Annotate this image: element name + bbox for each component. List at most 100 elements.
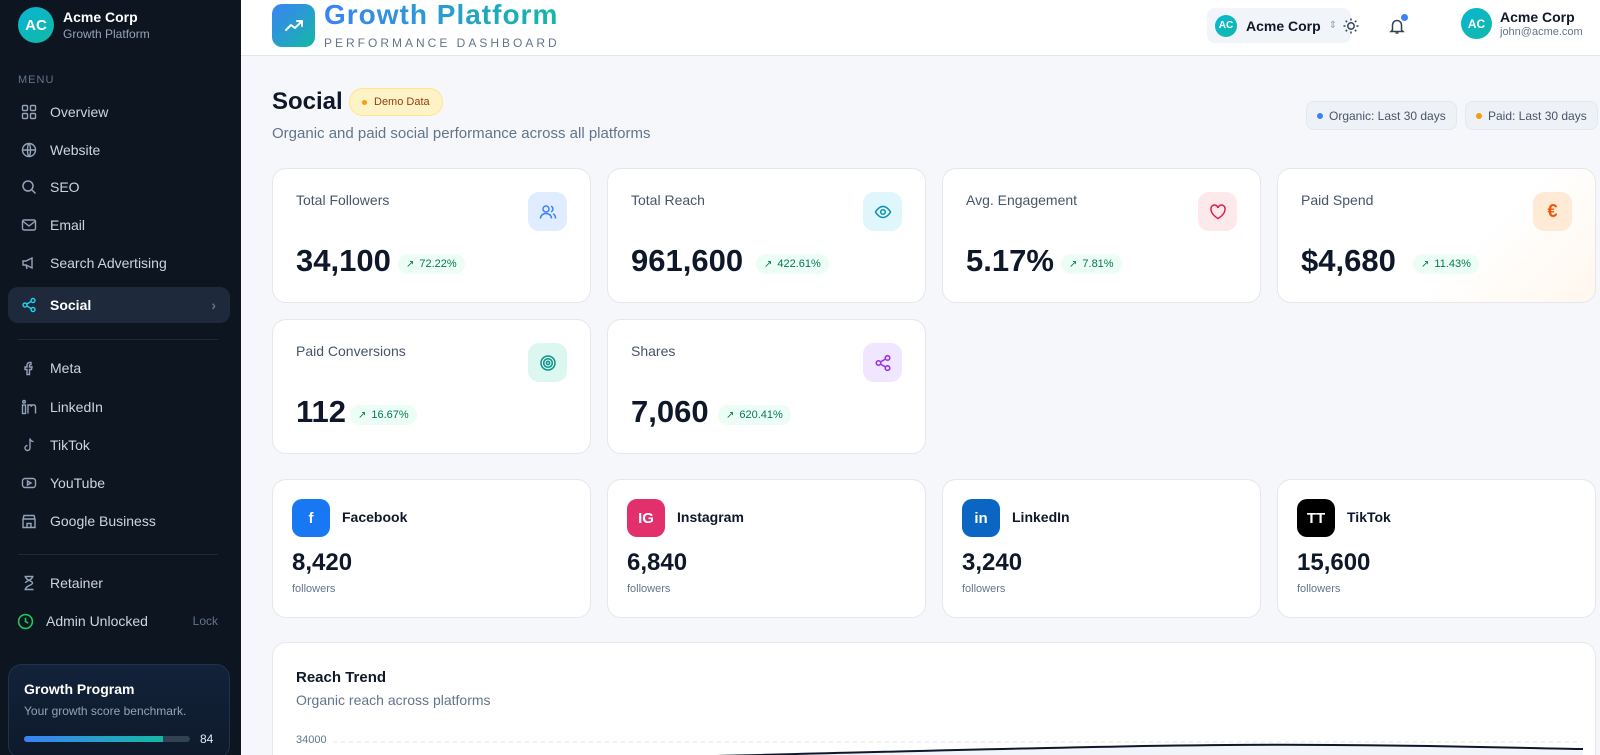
platform-unit: followers (962, 583, 1006, 595)
kpi-label: Shares (631, 343, 676, 359)
sidebar-item-google-business[interactable]: Google Business (8, 503, 230, 539)
tiktok-icon (20, 436, 38, 454)
hourglass-icon (20, 574, 38, 592)
growth-progress-bar (24, 736, 190, 742)
growth-program-card[interactable]: Growth Program Your growth score benchma… (8, 664, 230, 755)
sidebar-brand[interactable]: AC Acme Corp Growth Platform (0, 0, 241, 50)
kpi-delta: ↗ 620.41% (718, 405, 791, 425)
platform-card-facebook[interactable]: f Facebook 8,420 followers (272, 479, 591, 618)
organic-dot (1317, 112, 1323, 119)
paid-range-label: Paid: Last 30 days (1488, 108, 1587, 123)
kpi-value: 34,100 (296, 243, 391, 278)
kpi-label: Avg. Engagement (966, 192, 1078, 208)
platform-name: Instagram (677, 509, 744, 525)
mail-icon (20, 216, 38, 234)
trend-up-icon: ↗ (726, 409, 735, 421)
app-logo[interactable] (272, 4, 315, 47)
sidebar-divider (18, 554, 218, 555)
target-icon (528, 343, 567, 382)
kpi-delta-value: 16.67% (371, 409, 409, 421)
sidebar-item-linkedin[interactable]: LinkedIn (8, 389, 230, 425)
notification-dot (1401, 14, 1408, 21)
kpi-value: 5.17% (966, 243, 1054, 278)
sidebar-item-social[interactable]: Social › (8, 287, 230, 323)
paid-dot (1476, 112, 1482, 119)
linkedin-icon (20, 398, 38, 416)
kpi-delta-value: 620.41% (739, 409, 783, 421)
sidebar-item-website[interactable]: Website (8, 132, 230, 168)
kpi-label: Paid Spend (1301, 192, 1374, 208)
sidebar-item-search-advertising[interactable]: Search Advertising (8, 245, 230, 281)
trend-area (756, 744, 1583, 755)
sidebar-item-meta[interactable]: Meta (8, 350, 230, 386)
user-menu[interactable]: AC Acme Corp john@acme.com (1461, 8, 1583, 39)
kpi-value: 112 (296, 394, 347, 429)
trend-up-icon: ↗ (1069, 258, 1078, 270)
reach-trend-card: Reach Trend Organic reach across platfor… (272, 642, 1596, 755)
kpi-value: 7,060 (631, 394, 709, 429)
users-icon (528, 192, 567, 231)
sidebar-item-label: Social (50, 297, 92, 313)
sidebar-item-label: TikTok (50, 437, 90, 453)
trend-line (715, 743, 1583, 755)
platform-name: TikTok (1347, 509, 1391, 525)
paid-range-pill[interactable]: Paid: Last 30 days (1465, 101, 1598, 130)
notifications-button[interactable] (1385, 14, 1409, 38)
sidebar-item-seo[interactable]: SEO (8, 169, 230, 205)
trend-title: Reach Trend (296, 669, 387, 686)
megaphone-icon (20, 254, 38, 272)
demo-data-badge: Demo Data (349, 88, 443, 116)
platform-unit: followers (292, 583, 336, 595)
kpi-delta: ↗ 72.22% (398, 254, 465, 274)
sidebar-item-label: Meta (50, 360, 82, 376)
lock-button[interactable]: Lock (192, 614, 218, 628)
platform-card-linkedin[interactable]: in LinkedIn 3,240 followers (942, 479, 1261, 618)
growth-subtitle: Your growth score benchmark. (24, 704, 187, 718)
trend-up-icon: ↗ (406, 258, 415, 270)
sidebar-item-email[interactable]: Email (8, 207, 230, 243)
organic-range-pill[interactable]: Organic: Last 30 days (1306, 101, 1457, 130)
kpi-label: Total Reach (631, 192, 705, 208)
platform-followers: 3,240 (962, 549, 1023, 576)
share-icon (863, 343, 902, 382)
trend-subtitle: Organic reach across platforms (296, 692, 491, 708)
org-product: Growth Platform (63, 27, 150, 41)
store-icon (20, 512, 38, 530)
linkedin-icon: in (962, 499, 1000, 537)
sidebar-item-overview[interactable]: Overview (8, 94, 230, 130)
sidebar-item-youtube[interactable]: YouTube (8, 465, 230, 501)
kpi-delta-value: 72.22% (419, 258, 457, 270)
platform-unit: followers (1297, 583, 1341, 595)
sidebar-item-retainer[interactable]: Retainer (8, 565, 230, 601)
kpi-card-paid-conversions: Paid Conversions 112 ↗ 16.67% (272, 319, 591, 454)
sun-icon (1343, 18, 1359, 34)
chevron-right-icon: › (211, 297, 216, 313)
user-name: Acme Corp (1500, 9, 1575, 25)
platform-card-instagram[interactable]: IG Instagram 6,840 followers (607, 479, 926, 618)
share-icon (20, 296, 38, 314)
facebook-icon: f (292, 499, 330, 537)
euro-icon: € (1533, 192, 1572, 231)
platform-unit: followers (627, 583, 671, 595)
sidebar-item-tiktok[interactable]: TikTok (8, 427, 230, 463)
facebook-icon (20, 359, 38, 377)
kpi-delta-value: 422.61% (777, 258, 821, 270)
user-avatar: AC (1461, 8, 1492, 39)
theme-toggle-button[interactable] (1339, 14, 1363, 38)
grid-icon (20, 103, 38, 121)
sidebar-item-label: Overview (50, 104, 109, 120)
trend-up-icon: ↗ (764, 258, 773, 270)
platform-card-tiktok[interactable]: TT TikTok 15,600 followers (1277, 479, 1596, 618)
bell-icon (1389, 19, 1405, 34)
admin-label: Admin Unlocked (46, 613, 148, 629)
platform-followers: 15,600 (1297, 549, 1371, 576)
globe-icon (20, 141, 38, 159)
org-switcher[interactable]: AC Acme Corp ⇕ (1207, 8, 1351, 43)
sidebar-item-label: Search Advertising (50, 255, 167, 271)
clock-icon (16, 612, 34, 630)
growth-title: Growth Program (24, 681, 135, 697)
admin-status: Admin Unlocked Lock (8, 603, 230, 639)
kpi-delta: ↗ 16.67% (350, 405, 417, 425)
kpi-delta-value: 7.81% (1082, 258, 1114, 270)
platform-followers: 8,420 (292, 549, 353, 576)
